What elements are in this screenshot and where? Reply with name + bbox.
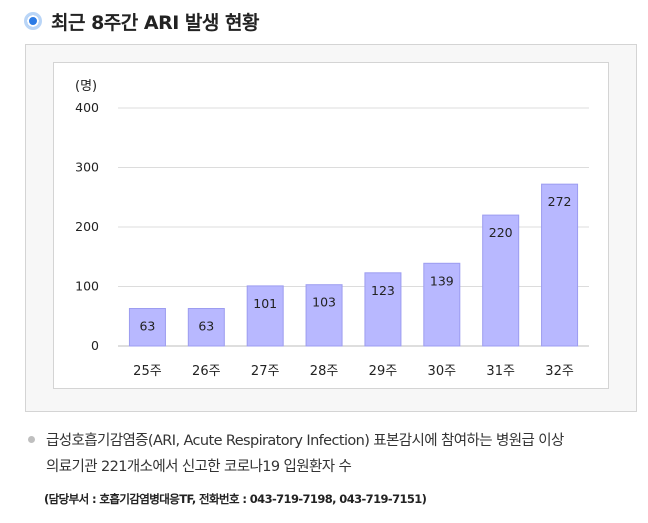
bar <box>482 214 520 347</box>
bar <box>128 308 166 347</box>
data-label: 123 <box>371 283 395 298</box>
bar-chart: (명) 0 100 200 300 400 63 25주 63 26주 101 27주 103 28주 12… <box>75 79 589 379</box>
data-label: 63 <box>139 319 155 334</box>
data-label: 101 <box>253 296 277 311</box>
x-tick-label: 32주 <box>545 364 574 379</box>
x-tick-label: 30주 <box>428 364 457 379</box>
bullet-icon <box>24 12 42 30</box>
x-tick-label: 25주 <box>133 364 162 379</box>
footnote: 급성호흡기감염증(ARI, Acute Respiratory Infectio… <box>28 428 640 480</box>
page-title: 최근 8주간 ARI 발생 현황 <box>51 11 259 34</box>
x-tick-label: 28주 <box>310 364 339 379</box>
x-tick-label: 31주 <box>486 364 515 379</box>
data-label: 139 <box>430 273 454 288</box>
x-tick-label: 26주 <box>192 364 221 379</box>
data-label: 220 <box>489 225 513 240</box>
y-tick-label: 200 <box>75 219 99 234</box>
y-tick-label: 100 <box>75 279 99 294</box>
y-tick-label: 0 <box>91 338 99 353</box>
bar <box>187 308 225 347</box>
footnote-line-1: 급성호흡기감염증(ARI, Acute Respiratory Infectio… <box>46 433 564 449</box>
y-axis-unit-label: (명) <box>75 79 97 94</box>
data-label: 63 <box>198 319 214 334</box>
footnote-line-2: 의료기관 221개소에서 신고한 코로나19 입원환자 수 <box>46 459 352 475</box>
x-tick-label: 27주 <box>251 364 280 379</box>
section-title: 최근 8주간 ARI 발생 현황 <box>24 6 259 36</box>
bar <box>364 272 402 347</box>
bar <box>305 284 343 347</box>
bar <box>541 183 579 347</box>
bullet-icon <box>28 436 35 443</box>
y-tick-label: 400 <box>75 100 99 115</box>
x-tick-label: 29주 <box>369 364 398 379</box>
bar <box>423 262 461 347</box>
bar <box>246 285 284 347</box>
data-label: 103 <box>312 295 336 310</box>
contact-info: (담당부서 : 호흡기감염병대응TF, 전화번호 : 043-719-7198,… <box>44 492 427 506</box>
y-tick-label: 300 <box>75 160 99 175</box>
data-label: 272 <box>548 194 572 209</box>
